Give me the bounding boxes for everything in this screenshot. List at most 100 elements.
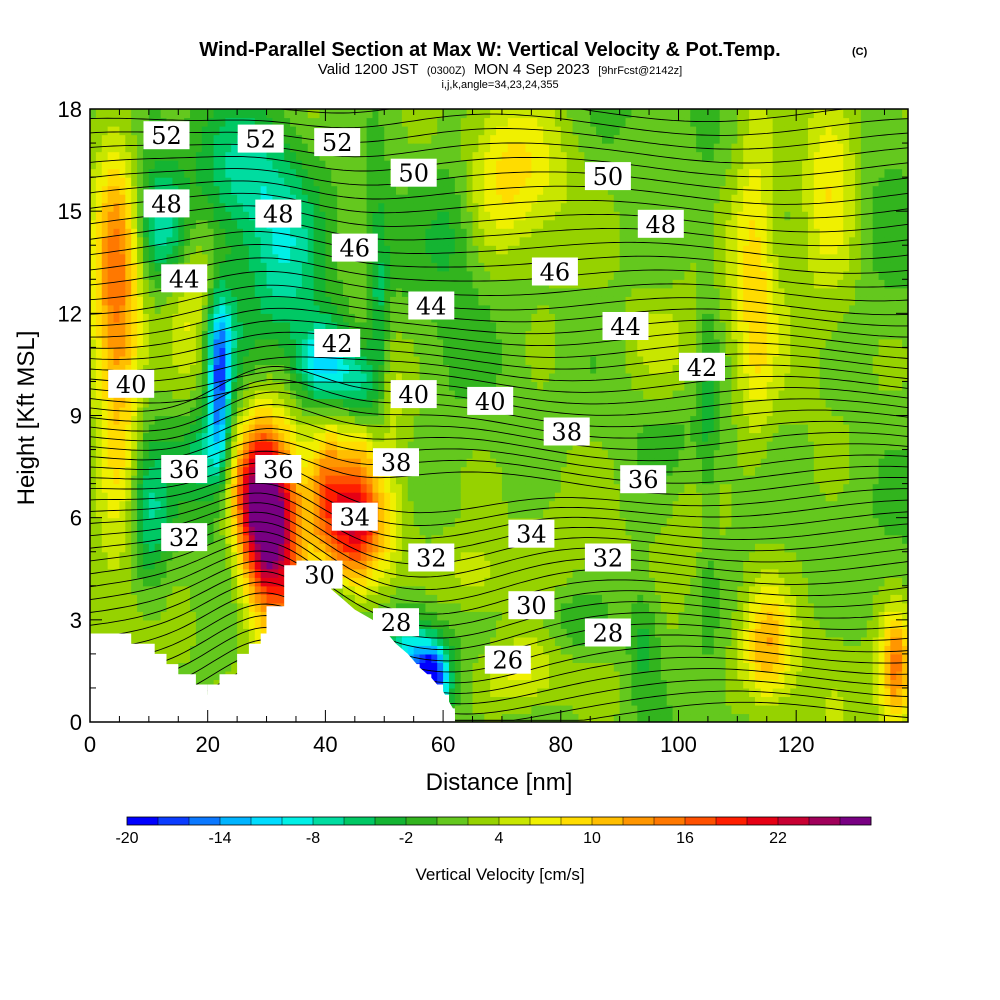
velocity-cell bbox=[154, 449, 162, 459]
velocity-cell bbox=[254, 424, 262, 434]
velocity-cell bbox=[166, 177, 173, 187]
velocity-cell bbox=[184, 602, 191, 612]
velocity-cell bbox=[107, 398, 115, 408]
velocity-cell bbox=[348, 279, 356, 289]
velocity-cell bbox=[307, 389, 315, 400]
velocity-cell bbox=[278, 406, 285, 417]
velocity-cell bbox=[119, 287, 126, 297]
velocity-cell bbox=[178, 645, 185, 655]
velocity-cell bbox=[272, 441, 279, 451]
velocity-cell bbox=[125, 228, 132, 238]
velocity-cell bbox=[443, 364, 450, 374]
velocity-cell bbox=[284, 228, 291, 238]
velocity-cell bbox=[437, 194, 444, 204]
velocity-cell bbox=[207, 611, 215, 621]
velocity-cell bbox=[472, 372, 479, 383]
velocity-cell bbox=[243, 560, 250, 570]
velocity-cell bbox=[190, 645, 197, 655]
velocity-cell bbox=[372, 202, 379, 212]
velocity-cell bbox=[437, 279, 444, 289]
velocity-cell bbox=[231, 202, 238, 212]
velocity-cell bbox=[484, 321, 491, 331]
velocity-cell bbox=[384, 279, 391, 289]
velocity-cell bbox=[407, 347, 415, 357]
velocity-cell bbox=[484, 270, 491, 280]
velocity-cell bbox=[443, 509, 450, 519]
velocity-cell bbox=[354, 466, 362, 476]
velocity-cell bbox=[195, 219, 203, 229]
velocity-cell bbox=[260, 109, 268, 119]
velocity-cell bbox=[95, 364, 103, 374]
velocity-cell bbox=[443, 483, 450, 493]
velocity-cell bbox=[178, 109, 185, 119]
velocity-cell bbox=[337, 585, 344, 595]
velocity-cell bbox=[384, 492, 391, 502]
velocity-cell bbox=[466, 636, 474, 646]
velocity-cell bbox=[213, 483, 221, 493]
velocity-cell bbox=[225, 381, 232, 391]
velocity-cell bbox=[231, 560, 238, 570]
velocity-cell bbox=[184, 389, 191, 400]
velocity-cell bbox=[313, 534, 321, 544]
velocity-cell bbox=[390, 202, 397, 212]
velocity-cell bbox=[360, 389, 368, 400]
velocity-cell bbox=[484, 577, 491, 587]
velocity-cell bbox=[337, 279, 344, 289]
velocity-cell bbox=[213, 134, 221, 144]
velocity-cell bbox=[313, 253, 321, 263]
velocity-cell bbox=[454, 160, 462, 170]
velocity-cell bbox=[372, 364, 379, 374]
velocity-cell bbox=[101, 577, 109, 587]
velocity-cell bbox=[284, 492, 291, 502]
velocity-cell bbox=[448, 117, 456, 127]
velocity-cell bbox=[366, 449, 374, 459]
velocity-cell bbox=[195, 236, 203, 246]
velocity-cell bbox=[90, 551, 97, 561]
velocity-cell bbox=[390, 296, 397, 306]
velocity-cell bbox=[201, 517, 209, 527]
velocity-cell bbox=[425, 219, 432, 229]
velocity-cell bbox=[248, 543, 256, 553]
velocity-cell bbox=[207, 168, 215, 178]
velocity-cell bbox=[119, 211, 126, 221]
velocity-cell bbox=[396, 279, 403, 289]
velocity-cell bbox=[478, 253, 485, 263]
velocity-cell bbox=[413, 219, 421, 229]
velocity-cell bbox=[448, 415, 456, 425]
velocity-cell bbox=[478, 628, 485, 638]
velocity-cell bbox=[484, 126, 491, 136]
velocity-cell bbox=[460, 296, 468, 306]
velocity-cell bbox=[125, 568, 132, 578]
velocity-cell bbox=[325, 398, 332, 408]
velocity-cell bbox=[319, 211, 326, 221]
velocity-cell bbox=[125, 526, 132, 536]
velocity-cell bbox=[384, 321, 391, 331]
velocity-cell bbox=[248, 219, 256, 229]
velocity-cell bbox=[225, 296, 232, 306]
velocity-cell bbox=[248, 228, 256, 238]
velocity-cell bbox=[125, 287, 132, 297]
velocity-cell bbox=[425, 245, 432, 255]
velocity-cell bbox=[419, 109, 427, 119]
velocity-cell bbox=[396, 475, 403, 485]
velocity-cell bbox=[313, 270, 321, 280]
velocity-cell bbox=[142, 279, 150, 289]
velocity-cell bbox=[178, 568, 185, 578]
velocity-cell bbox=[295, 253, 303, 263]
velocity-cell bbox=[384, 568, 391, 578]
velocity-cell bbox=[478, 687, 485, 698]
velocity-cell bbox=[90, 424, 97, 434]
velocity-cell bbox=[448, 406, 456, 417]
velocity-cell bbox=[466, 364, 474, 374]
velocity-cell bbox=[166, 560, 173, 570]
velocity-cell bbox=[301, 483, 309, 493]
velocity-cell bbox=[448, 517, 456, 527]
velocity-cell bbox=[413, 568, 421, 578]
velocity-cell bbox=[313, 245, 321, 255]
velocity-cell bbox=[401, 253, 409, 263]
velocity-cell bbox=[419, 143, 427, 153]
velocity-cell bbox=[390, 492, 397, 502]
velocity-cell bbox=[484, 543, 491, 553]
velocity-cell bbox=[131, 262, 138, 272]
velocity-cell bbox=[125, 458, 132, 468]
